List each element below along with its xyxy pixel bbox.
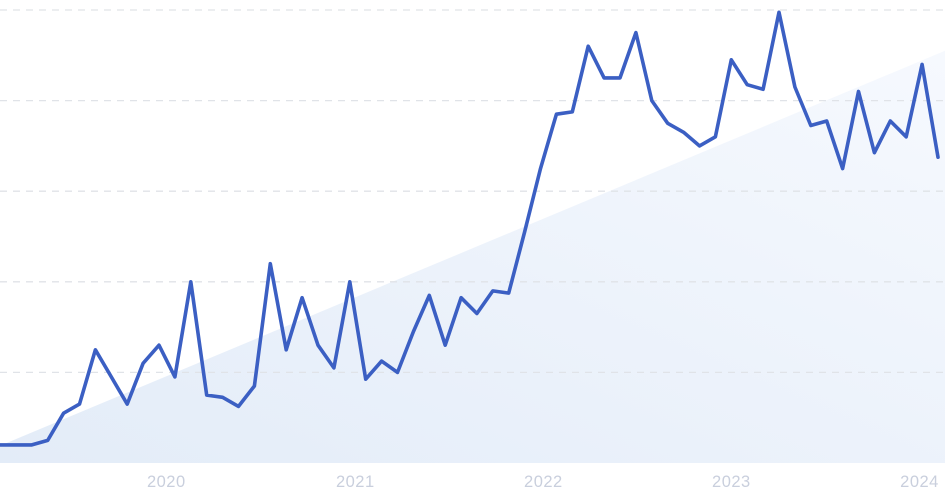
x-tick-label: 2023 <box>712 473 751 491</box>
x-tick-label: 2020 <box>147 473 186 491</box>
x-tick-label: 2021 <box>336 473 375 491</box>
x-tick-label: 2022 <box>524 473 563 491</box>
x-tick-label: 2024 <box>900 473 939 491</box>
trend-line <box>0 10 940 447</box>
trend-area-wedge <box>0 50 945 464</box>
